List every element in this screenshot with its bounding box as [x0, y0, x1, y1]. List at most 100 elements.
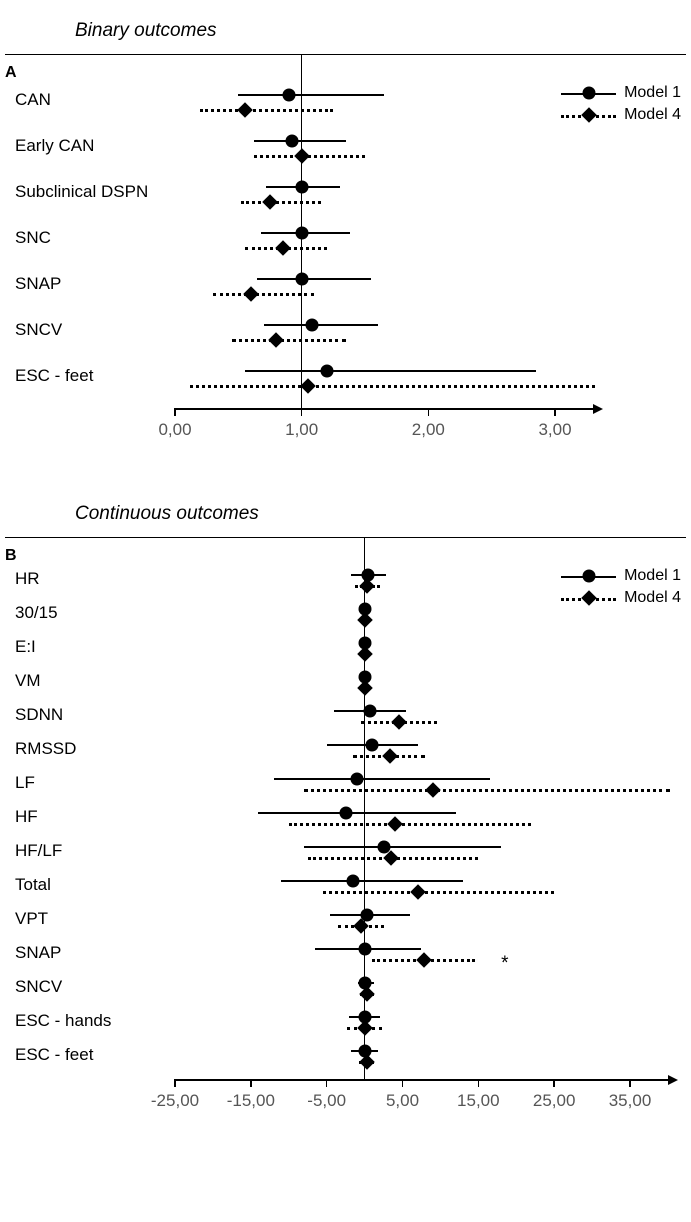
row-label: SDNN	[15, 705, 63, 725]
ci-line	[254, 140, 346, 142]
legend-item: Model 1	[561, 567, 681, 585]
ci-line	[213, 293, 314, 296]
point-model4	[425, 782, 441, 798]
point-model4	[391, 714, 407, 730]
legend: Model 1 Model 4	[561, 567, 681, 611]
x-tick	[553, 1079, 555, 1087]
point-model1	[321, 364, 334, 377]
annotation-star: *	[501, 953, 508, 975]
ci-line	[274, 778, 490, 780]
x-axis	[175, 408, 595, 410]
point-model4	[357, 680, 373, 696]
point-model1	[283, 88, 296, 101]
ci-line	[281, 880, 463, 882]
point-model1	[358, 942, 371, 955]
point-model4	[300, 378, 316, 394]
point-model4	[357, 646, 373, 662]
ci-line	[232, 339, 346, 342]
point-model1	[363, 704, 376, 717]
point-model4	[382, 748, 398, 764]
x-tick	[174, 408, 176, 416]
row-label: SNAP	[15, 943, 61, 963]
panel-b: Continuous outcomes B Model 1Model 4HR30…	[5, 503, 686, 1124]
x-tick-label: 35,00	[609, 1091, 652, 1111]
row-label: ESC - feet	[15, 366, 93, 386]
legend-label: Model 4	[624, 106, 681, 124]
legend: Model 1 Model 4	[561, 84, 681, 128]
row-label: ESC - hands	[15, 1011, 111, 1031]
x-tick-label: 15,00	[457, 1091, 500, 1111]
row-label: VPT	[15, 909, 48, 929]
point-model4	[243, 286, 259, 302]
point-model4	[357, 1020, 373, 1036]
ci-line	[323, 891, 554, 894]
row-label: Early CAN	[15, 136, 94, 156]
legend-label: Model 1	[624, 84, 681, 102]
ci-line	[238, 94, 384, 96]
ci-line	[257, 278, 371, 280]
point-model1	[305, 318, 318, 331]
point-model4	[294, 148, 310, 164]
row-label: LF	[15, 773, 35, 793]
x-tick	[301, 408, 303, 416]
ci-line	[304, 789, 670, 792]
row-label: Subclinical DSPN	[15, 182, 148, 202]
point-model1	[351, 772, 364, 785]
row-label: Total	[15, 875, 51, 895]
x-tick-label: -15,00	[227, 1091, 275, 1111]
point-model1	[295, 180, 308, 193]
row-label: E:I	[15, 637, 36, 657]
x-tick-label: -5,00	[307, 1091, 346, 1111]
x-tick-label: 1,00	[285, 420, 318, 440]
point-model4	[262, 194, 278, 210]
point-model4	[275, 240, 291, 256]
row-label: ESC - feet	[15, 1045, 93, 1065]
legend-label: Model 4	[624, 589, 681, 607]
x-tick	[326, 1079, 328, 1087]
x-tick	[250, 1079, 252, 1087]
point-model1	[347, 874, 360, 887]
x-tick-label: 0,00	[158, 420, 191, 440]
panel-a-title: Binary outcomes	[75, 20, 686, 42]
row-label: HF	[15, 807, 38, 827]
point-model4	[269, 332, 285, 348]
panel-b-title: Continuous outcomes	[75, 503, 686, 525]
ci-line	[258, 812, 455, 814]
point-model4	[410, 884, 426, 900]
row-label: CAN	[15, 90, 51, 110]
point-model1	[285, 134, 298, 147]
row-label: HR	[15, 569, 40, 589]
x-tick	[629, 1079, 631, 1087]
point-model1	[295, 226, 308, 239]
legend-item: Model 4	[561, 589, 681, 607]
legend-label: Model 1	[624, 567, 681, 585]
x-tick	[402, 1079, 404, 1087]
ci-line	[200, 109, 333, 112]
row-label: HF/LF	[15, 841, 62, 861]
panel-a-plot: Model 1 Model 4 CAN Early CAN Subclinical DS…	[5, 54, 686, 453]
axis-arrow-icon	[668, 1075, 678, 1085]
row-label: SNCV	[15, 977, 62, 997]
x-tick-label: -25,00	[151, 1091, 199, 1111]
x-tick	[174, 1079, 176, 1087]
legend-item: Model 1	[561, 84, 681, 102]
point-model1	[339, 806, 352, 819]
axis-arrow-icon	[593, 404, 603, 414]
point-model1	[366, 738, 379, 751]
point-model1	[377, 840, 390, 853]
legend-item: Model 4	[561, 106, 681, 124]
ci-line	[264, 324, 378, 326]
panel-b-plot: Model 1Model 4HR30/15E:IVMSDNNRMSSDLFHFH…	[5, 537, 686, 1124]
ci-line	[241, 201, 321, 204]
row-label: VM	[15, 671, 41, 691]
x-tick-label: 2,00	[412, 420, 445, 440]
point-model4	[359, 578, 375, 594]
ci-line	[190, 385, 595, 388]
x-tick	[478, 1079, 480, 1087]
ci-line	[304, 846, 501, 848]
row-label: 30/15	[15, 603, 58, 623]
ci-line	[245, 370, 536, 372]
point-model1	[295, 272, 308, 285]
x-tick-label: 25,00	[533, 1091, 576, 1111]
x-tick	[428, 408, 430, 416]
